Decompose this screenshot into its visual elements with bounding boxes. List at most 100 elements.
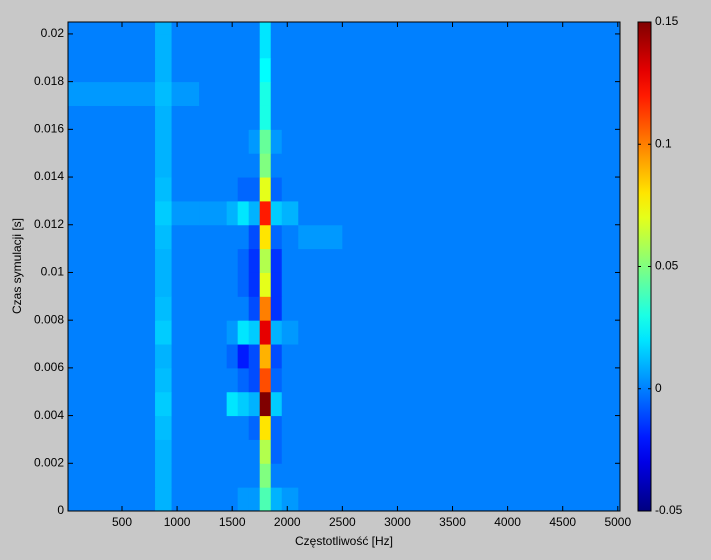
heatmap-cell (298, 224, 343, 250)
heatmap-cell (281, 463, 299, 488)
heatmap-cell (248, 296, 261, 321)
heatmap-cell (226, 105, 239, 130)
heatmap-cell (342, 224, 398, 250)
heatmap-cell (237, 296, 250, 321)
heatmap-cell (226, 153, 239, 178)
heatmap-cell (397, 272, 509, 297)
heatmap-cell (248, 415, 261, 440)
heatmap-cell (155, 367, 173, 393)
heatmap-cell (507, 224, 621, 250)
heatmap-cell (298, 391, 343, 417)
heatmap-cell (281, 248, 299, 273)
heatmap-cell (281, 367, 299, 393)
heatmap-cell (507, 367, 621, 393)
heatmap-cell (270, 248, 283, 273)
x-tick-label: 3000 (384, 515, 411, 529)
heatmap-cell (507, 391, 621, 417)
heatmap-cell (226, 22, 239, 35)
y-tick-label: 0.008 (34, 312, 64, 326)
heatmap-cell (298, 81, 343, 106)
heatmap-cell (110, 105, 156, 130)
heatmap-cell (199, 320, 228, 345)
heatmap-cell (171, 153, 200, 178)
heatmap-cell (237, 487, 250, 512)
heatmap-cell (298, 463, 343, 488)
heatmap-cell (298, 129, 343, 154)
heatmap-cell (110, 415, 156, 440)
heatmap-cell (507, 33, 621, 59)
heatmap-cell (68, 344, 112, 369)
colorbar-tick-label: 0.1 (655, 136, 672, 150)
heatmap-cell (259, 33, 272, 59)
heatmap-cell (397, 415, 509, 440)
heatmap-cell (270, 344, 283, 369)
heatmap-cell (68, 200, 112, 226)
heatmap-cell (397, 81, 509, 106)
heatmap-cell (68, 415, 112, 440)
heatmap-cell (281, 415, 299, 440)
y-tick-label: 0 (57, 503, 64, 517)
heatmap-cell (155, 33, 173, 59)
heatmap-cell (155, 224, 173, 250)
heatmap-cell (68, 33, 112, 59)
heatmap-cell (281, 105, 299, 130)
heatmap-cell (259, 22, 272, 35)
heatmap-cell (171, 81, 200, 106)
heatmap-cell (298, 200, 343, 226)
heatmap-cell (237, 200, 250, 226)
heatmap-cell (155, 153, 173, 178)
heatmap-cell (110, 320, 156, 345)
heatmap-cell (68, 105, 112, 130)
heatmap-cell (155, 415, 173, 440)
heatmap-cell (507, 248, 621, 273)
heatmap-cell (342, 272, 398, 297)
heatmap-cell (110, 33, 156, 59)
heatmap-cell (199, 105, 228, 130)
heatmap-cell (226, 200, 239, 226)
heatmap-cell (397, 57, 509, 83)
heatmap-cell (342, 344, 398, 369)
heatmap-cell (199, 439, 228, 464)
heatmap-cell (110, 200, 156, 226)
heatmap-cell (270, 57, 283, 83)
heatmap-cell (507, 320, 621, 345)
heatmap-cell (68, 296, 112, 321)
heatmap-cell (68, 367, 112, 393)
heatmap-cell (199, 33, 228, 59)
heatmap-cell (155, 320, 173, 345)
heatmap-cell (270, 415, 283, 440)
heatmap-cell (397, 248, 509, 273)
heatmap-cell (298, 439, 343, 464)
heatmap-cell (397, 463, 509, 488)
heatmap-cell (199, 463, 228, 488)
heatmap-cell (281, 320, 299, 345)
heatmap-cell (270, 391, 283, 417)
heatmap-cell (397, 33, 509, 59)
heatmap-cell (171, 439, 200, 464)
heatmap-cell (248, 248, 261, 273)
heatmap-cell (397, 177, 509, 202)
heatmap-cell (110, 296, 156, 321)
heatmap-cell (281, 439, 299, 464)
heatmap-cell (342, 129, 398, 154)
heatmap-cell (342, 415, 398, 440)
heatmap-cell (342, 57, 398, 83)
heatmap-cell (68, 57, 112, 83)
heatmap-cell (342, 391, 398, 417)
heatmap-cell (226, 439, 239, 464)
heatmap-cell (259, 129, 272, 154)
heatmap-cell (342, 33, 398, 59)
heatmap-cell (298, 57, 343, 83)
heatmap-cell (171, 129, 200, 154)
heatmap-cell (199, 344, 228, 369)
heatmap-cell (248, 81, 261, 106)
heatmap-cell (281, 81, 299, 106)
heatmap-cell (397, 153, 509, 178)
heatmap-cell (259, 105, 272, 130)
heatmap-cell (237, 415, 250, 440)
heatmap-cell (155, 81, 173, 106)
heatmap-cell (270, 272, 283, 297)
heatmap-cell (248, 272, 261, 297)
heatmap-cell (397, 200, 509, 226)
